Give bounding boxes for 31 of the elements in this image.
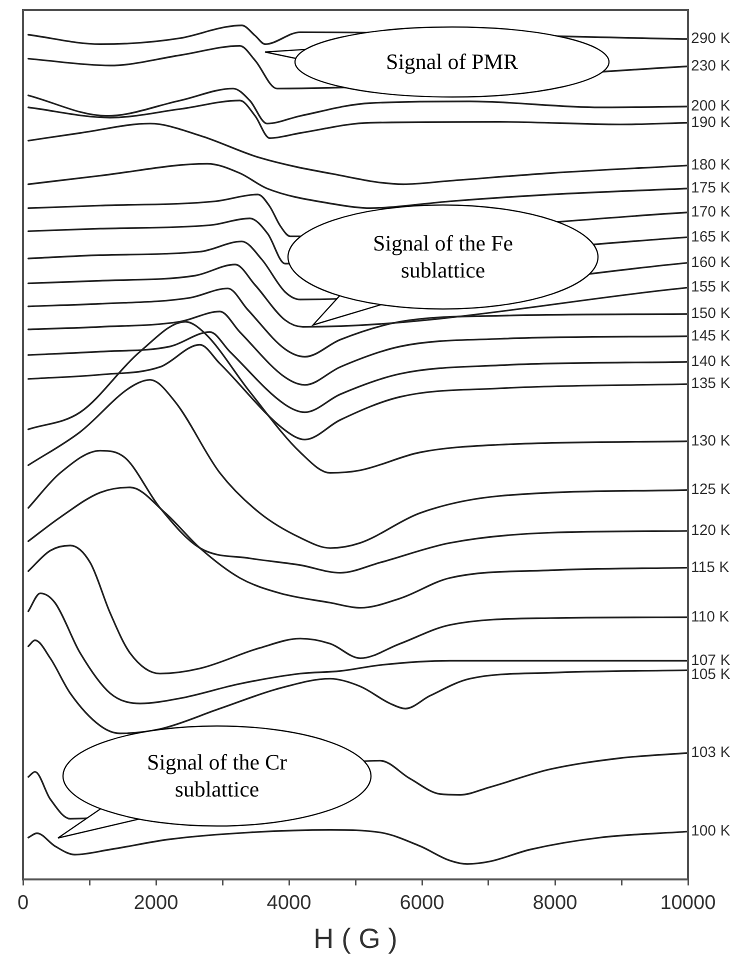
- series-label: 135 K: [691, 375, 730, 392]
- series-label: 165 K: [691, 228, 730, 246]
- series-label: 103 K: [691, 744, 730, 762]
- series-label: 145 K: [691, 327, 730, 344]
- series-label: 155 K: [691, 278, 730, 296]
- annotation: Signal of PMR: [386, 49, 518, 74]
- series-label: 170 K: [691, 204, 730, 221]
- series-label: 120 K: [691, 522, 730, 540]
- x-tick-label: 0: [17, 892, 29, 914]
- series-label: 230 K: [691, 58, 730, 75]
- x-axis-title: H ( G ): [314, 922, 398, 954]
- x-tick-label: 8000: [532, 892, 578, 914]
- series-label: 110 K: [691, 608, 730, 626]
- x-tick-label: 4000: [266, 892, 312, 914]
- x-tick-label: 6000: [400, 892, 444, 914]
- series-label: 130 K: [691, 432, 730, 450]
- annotation: Signal of the Cr sublattice: [147, 750, 288, 802]
- x-tick-label: 2000: [134, 892, 178, 914]
- series-label: 190 K: [691, 114, 730, 131]
- series-label: 115 K: [691, 558, 730, 576]
- series-label: 290 K: [691, 30, 730, 48]
- series-label: 125 K: [691, 481, 730, 498]
- series-label: 180 K: [691, 156, 730, 174]
- series-label: 150 K: [691, 305, 730, 322]
- x-tick-label: 10000: [660, 892, 716, 914]
- annotation: Signal of the Fe sublattice: [373, 230, 513, 282]
- series-label: 160 K: [691, 254, 730, 271]
- series-label: 140 K: [691, 353, 730, 370]
- series-label: 175 K: [691, 180, 730, 197]
- series-label: 200 K: [691, 98, 730, 115]
- series-label: 100 K: [691, 822, 730, 840]
